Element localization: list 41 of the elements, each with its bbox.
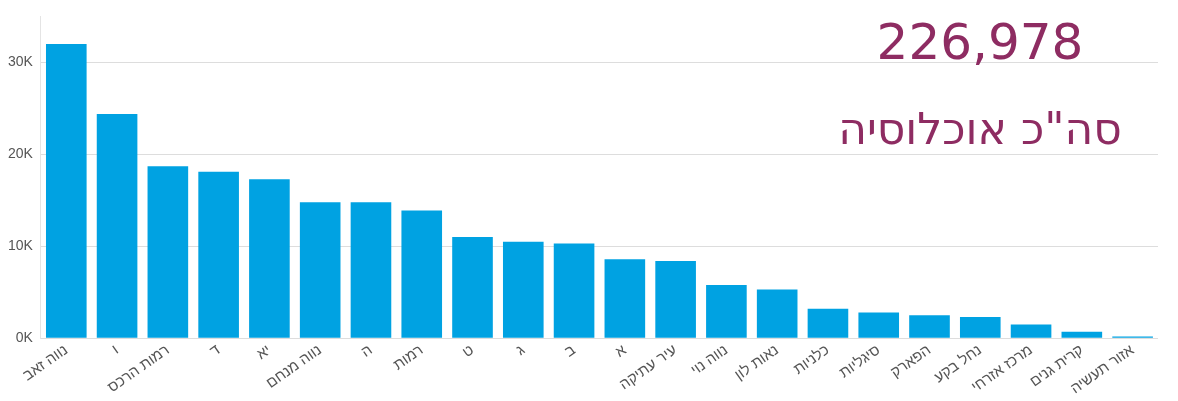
x-tick-label: ב bbox=[561, 340, 579, 360]
bar bbox=[350, 202, 392, 338]
x-tick-label: יא bbox=[252, 340, 274, 363]
y-tick-label: 10K bbox=[7, 237, 34, 254]
bar bbox=[147, 166, 189, 338]
x-tick-label: ג bbox=[512, 340, 528, 359]
bar bbox=[45, 43, 87, 338]
y-tick-label: 20K bbox=[7, 145, 34, 162]
x-tick-label: נווה נוי bbox=[687, 340, 731, 378]
bar bbox=[249, 179, 290, 338]
x-tick-label: ט bbox=[458, 340, 477, 361]
bar bbox=[959, 317, 1001, 338]
x-tick-label: כלניות bbox=[789, 340, 833, 378]
bar bbox=[655, 261, 696, 338]
x-tick-label: ו bbox=[108, 340, 122, 357]
bar bbox=[706, 284, 747, 338]
x-tick-label: א bbox=[611, 340, 630, 360]
bar bbox=[96, 113, 138, 338]
chart-title: 226,978 bbox=[875, 12, 1085, 73]
x-tick-label: ד bbox=[206, 340, 223, 360]
y-tick-label: 30K bbox=[7, 53, 34, 70]
x-tick-label: נאות לון bbox=[731, 340, 782, 383]
bar bbox=[401, 210, 443, 338]
x-tick-label: הפארק bbox=[887, 340, 934, 381]
x-tick-label: ה bbox=[357, 340, 376, 360]
y-tick-label: 0K bbox=[15, 329, 34, 346]
x-tick-label: סיגליות bbox=[835, 340, 883, 381]
bar bbox=[1010, 324, 1052, 338]
bar bbox=[604, 259, 646, 338]
bar bbox=[553, 243, 595, 338]
bar bbox=[299, 202, 341, 338]
x-tick-label: רמות bbox=[389, 340, 426, 373]
text: סה"כ אוכלוסיה bbox=[837, 102, 1123, 156]
bar bbox=[198, 171, 239, 338]
bar bbox=[756, 289, 798, 338]
bar bbox=[858, 312, 900, 338]
bar bbox=[452, 237, 493, 338]
bar bbox=[807, 308, 849, 338]
bar bbox=[502, 241, 544, 338]
bar bbox=[909, 315, 950, 338]
bar bbox=[1061, 331, 1103, 338]
